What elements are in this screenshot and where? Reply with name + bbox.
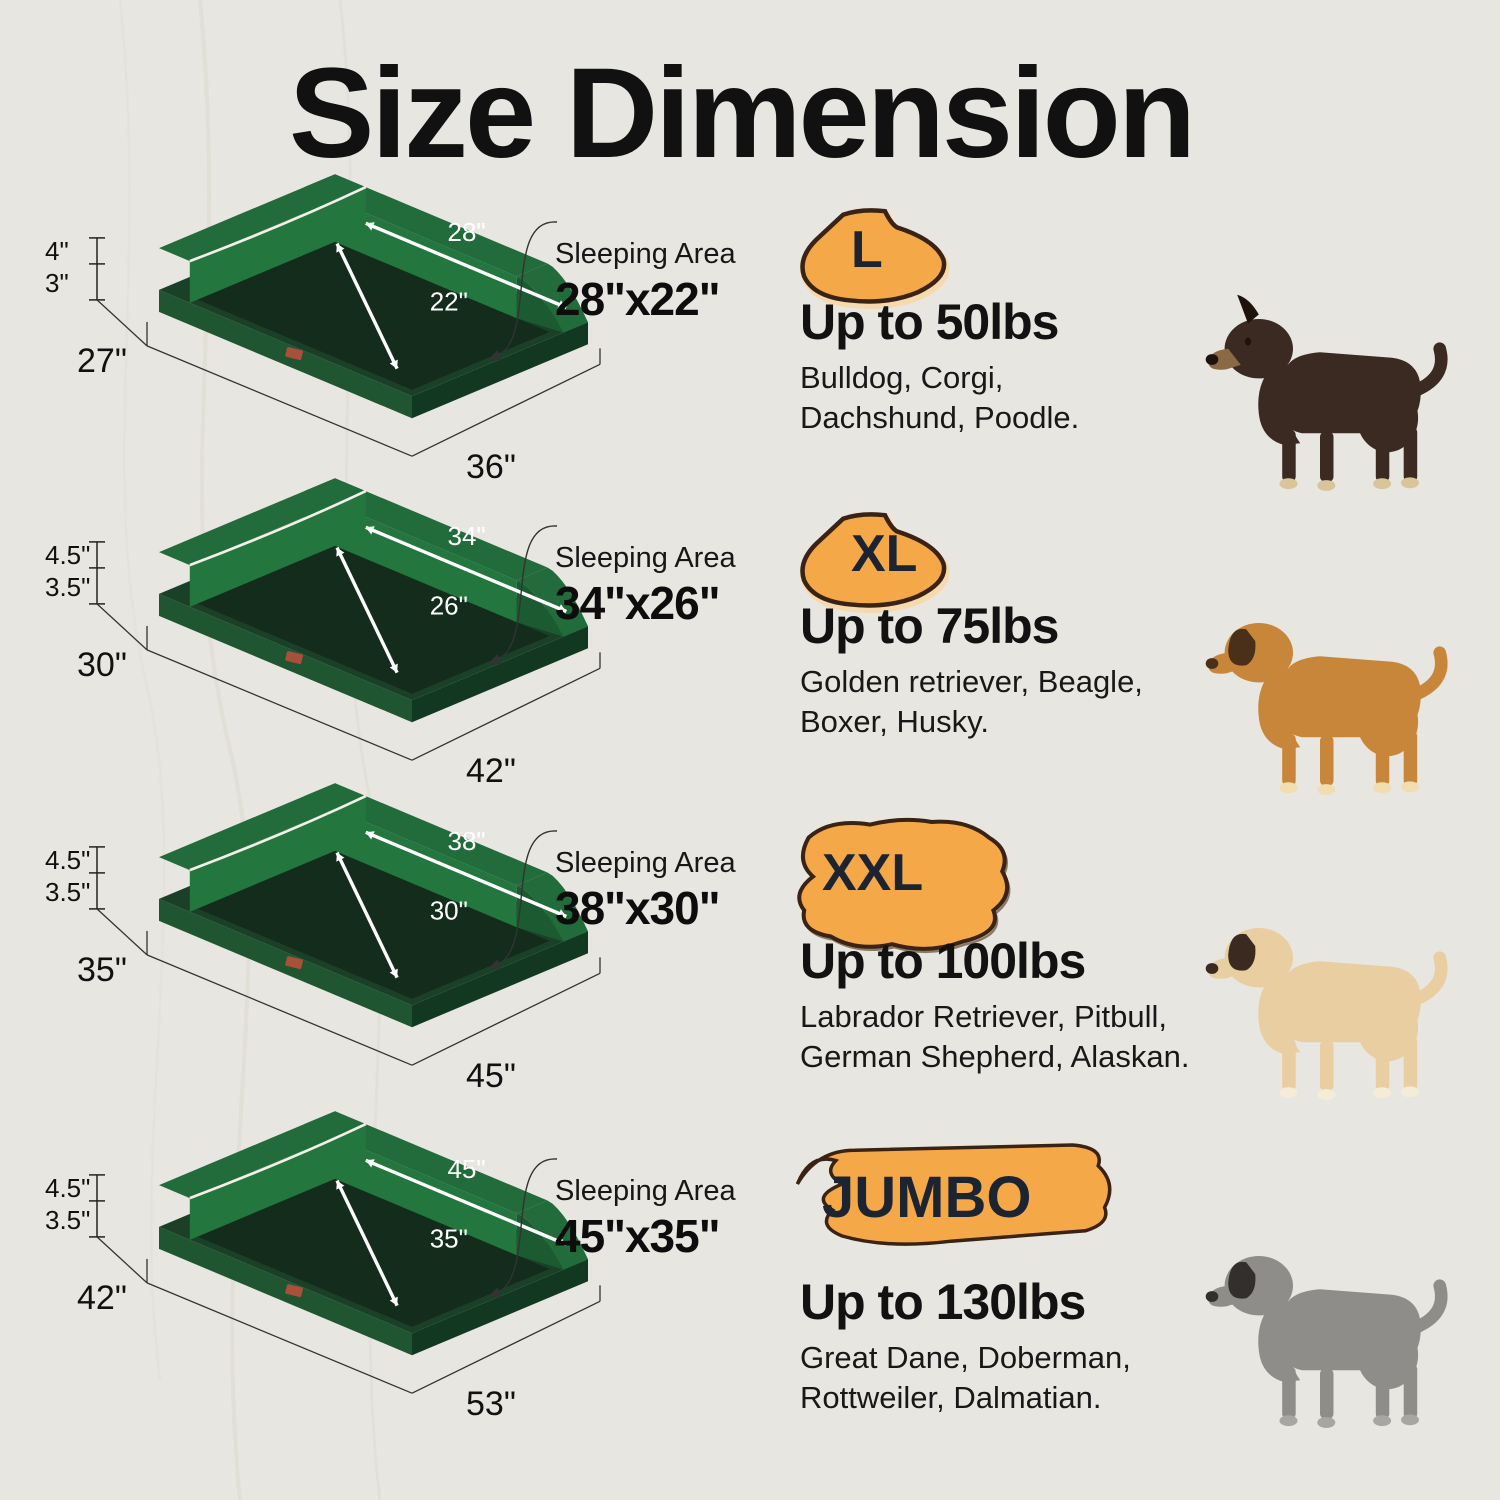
svg-text:22": 22" <box>430 287 468 317</box>
svg-text:4": 4" <box>45 236 69 266</box>
svg-text:3.5": 3.5" <box>45 877 90 907</box>
svg-text:42": 42" <box>77 1279 127 1317</box>
svg-text:3.5": 3.5" <box>45 572 90 602</box>
svg-text:35": 35" <box>430 1224 468 1254</box>
svg-text:4.5": 4.5" <box>45 540 90 570</box>
svg-text:27": 27" <box>77 342 127 380</box>
svg-text:28": 28" <box>448 217 486 247</box>
svg-text:35": 35" <box>77 951 127 989</box>
svg-text:38": 38" <box>448 826 486 856</box>
svg-text:53": 53" <box>466 1385 516 1423</box>
svg-text:30": 30" <box>77 646 127 684</box>
svg-text:30": 30" <box>430 896 468 926</box>
svg-text:34": 34" <box>448 521 486 551</box>
svg-text:3.5": 3.5" <box>45 1205 90 1235</box>
svg-text:4.5": 4.5" <box>45 1173 90 1203</box>
svg-text:45": 45" <box>448 1154 486 1184</box>
svg-text:3": 3" <box>45 268 69 298</box>
svg-text:4.5": 4.5" <box>45 845 90 875</box>
svg-text:26": 26" <box>430 591 468 621</box>
